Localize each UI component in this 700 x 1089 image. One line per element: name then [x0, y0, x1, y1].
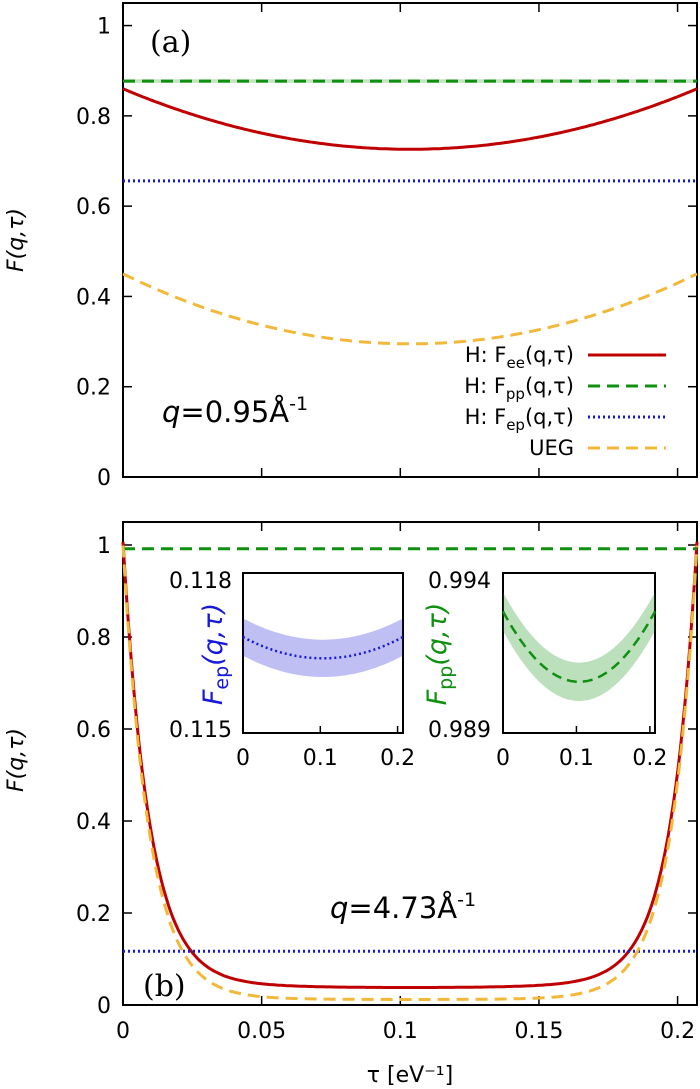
- xtick-label: 0.2: [660, 1019, 695, 1044]
- panel-b-label: (b): [143, 969, 186, 1004]
- panel-a-series: [122, 79, 698, 346]
- inset-ep-band: [243, 618, 403, 677]
- xtick-label: 0.1: [383, 1019, 418, 1044]
- panel-a-legend: H: Fee(q,τ) H: Fpp(q,τ) H: Fep(q,τ) UEG: [464, 343, 666, 460]
- ytick-label: 0.8: [76, 626, 111, 651]
- panel-b: 0 0.2 0.4 0.6 0.8 1 0 0.05 0.1 0.15 0.2 (b) F(q,τ)…: [4, 521, 699, 1088]
- legend-ee-label: H: Fee(q,τ): [465, 343, 574, 372]
- legend-pp-label: H: Fpp(q,τ): [464, 374, 574, 403]
- series-ee-line: [121, 541, 699, 989]
- inset-xtick-label: 0: [236, 746, 250, 771]
- ytick-label: 0.2: [76, 376, 111, 401]
- panel-a: 0 0.2 0.4 0.6 0.8 1 (a) F(q,τ) q=0.95Å-1 H: F…: [4, 2, 698, 491]
- inset-ep-ylabel: Fep(q,τ): [198, 603, 233, 705]
- ytick-label: 0.2: [76, 902, 111, 927]
- panel-b-ylabel: F(q,τ): [4, 728, 29, 792]
- inset-pp-ytick-top: 0.994: [428, 569, 491, 594]
- legend-ueg-label: UEG: [529, 436, 574, 460]
- panel-a-label: (a): [150, 25, 191, 60]
- series-ueg-line: [122, 272, 698, 346]
- ytick-label: 0.6: [76, 195, 111, 220]
- inset-xtick-label: 0: [496, 746, 510, 771]
- inset-pp-band: [503, 592, 655, 701]
- inset-pp-content: 0 0.1 0.2: [496, 572, 667, 771]
- panel-b-ticks: 0 0.2 0.4 0.6 0.8 1 0 0.05 0.1 0.15 0.2: [76, 522, 697, 1044]
- inset-pp-frame: [502, 572, 656, 734]
- inset-ep-ytick-bottom: 0.115: [169, 718, 232, 743]
- ytick-label: 0.4: [76, 285, 111, 310]
- panel-b-xlabel: τ [eV⁻¹]: [367, 1063, 453, 1088]
- series-ueg-line: [121, 545, 699, 1001]
- panel-b-q-annotation: q=4.73Å-1: [330, 889, 476, 925]
- xtick-label: 0: [116, 1019, 130, 1044]
- ytick-label: 0.4: [76, 810, 111, 835]
- inset-xtick-label: 0.2: [380, 746, 415, 771]
- inset-pp-ytick-bottom: 0.989: [428, 718, 491, 743]
- ytick-label: 1: [97, 15, 111, 40]
- inset-ep: 0 0.1 0.2 0.118 0.115 Fep(q,τ): [169, 569, 415, 771]
- inset-pp-line: [501, 610, 657, 684]
- xtick-label: 0.15: [514, 1019, 563, 1044]
- panel-a-ylabel: F(q,τ): [4, 208, 29, 272]
- xtick-label: 0.05: [237, 1019, 286, 1044]
- inset-ep-ytick-top: 0.118: [169, 569, 232, 594]
- panel-b-frame: [122, 521, 698, 1006]
- ytick-label: 0: [97, 466, 111, 491]
- legend-ep-label: H: Fep(q,τ): [465, 405, 574, 434]
- panel-a-frame: [122, 2, 698, 478]
- panel-a-q-annotation: q=0.95Å-1: [162, 393, 308, 429]
- panel-b-series: [121, 541, 699, 1001]
- inset-ep-content: 0 0.1 0.2: [236, 572, 415, 771]
- panel-a-ticks: 0 0.2 0.4 0.6 0.8 1: [76, 3, 697, 491]
- ytick-label: 0: [97, 994, 111, 1019]
- ytick-label: 0.6: [76, 718, 111, 743]
- ytick-label: 0.8: [76, 105, 111, 130]
- inset-xtick-label: 0.1: [559, 746, 594, 771]
- inset-xtick-label: 0.2: [632, 746, 667, 771]
- ytick-label: 1: [97, 534, 111, 559]
- inset-ep-frame: [242, 572, 404, 734]
- inset-pp-ylabel: Fpp(q,τ): [422, 603, 457, 706]
- inset-pp: 0 0.1 0.2 0.994 0.989 Fpp(q,τ): [422, 569, 667, 771]
- series-ee-line: [122, 87, 698, 151]
- inset-xtick-label: 0.1: [303, 746, 338, 771]
